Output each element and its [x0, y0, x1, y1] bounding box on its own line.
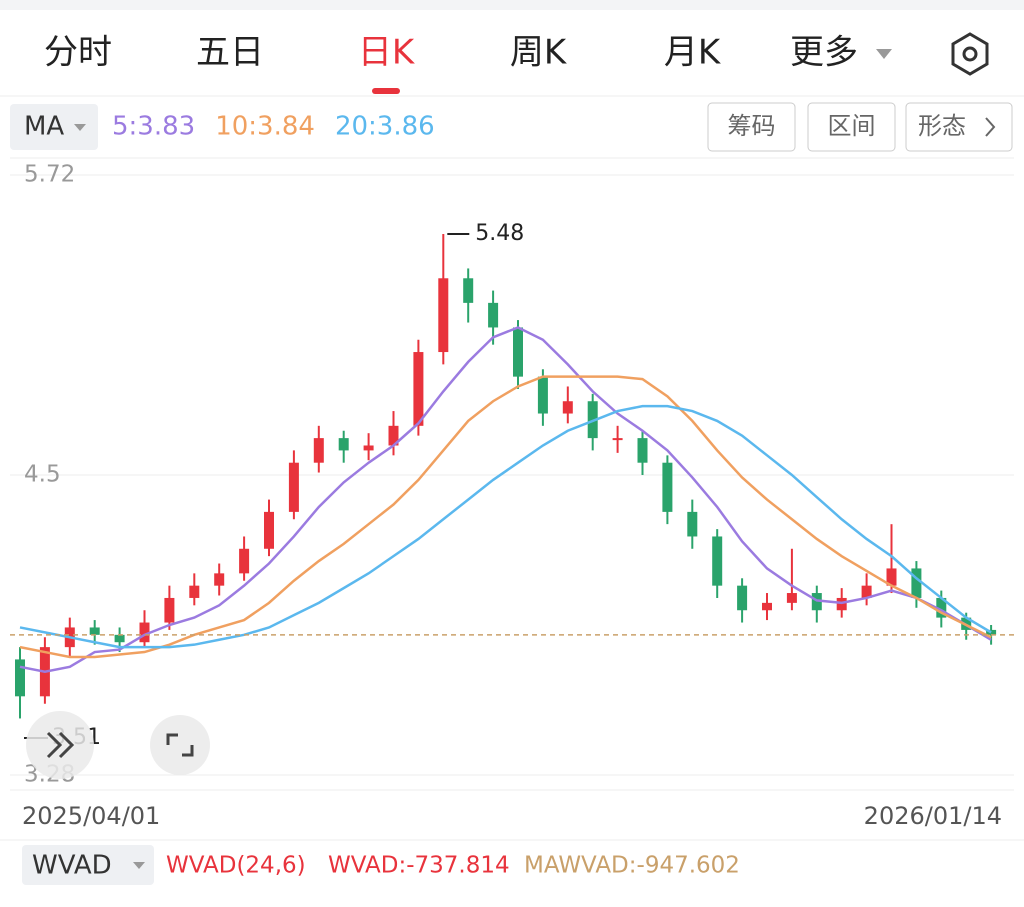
candle-body: [513, 327, 523, 377]
indicator-ma-value: MAWVAD:-947.602: [524, 853, 740, 879]
candle-body: [936, 597, 947, 618]
candle-body: [114, 634, 125, 643]
candle-body: [338, 438, 349, 451]
dropdown-arrow: [133, 862, 145, 869]
tab[interactable]: 日K: [358, 33, 416, 73]
candle-body: [288, 462, 299, 512]
candle-body: [712, 536, 723, 586]
candle-body: [861, 585, 872, 598]
candle-body: [413, 352, 424, 426]
x-label: 2025/04/01: [22, 802, 160, 830]
candle-body: [612, 438, 623, 441]
legend-entry: 5:3.83: [112, 112, 195, 142]
settings-icon[interactable]: [951, 32, 989, 76]
candle-body: [911, 568, 922, 598]
candle-body: [313, 438, 324, 463]
floating-buttons: [26, 711, 210, 779]
candle-body: [264, 511, 274, 549]
candle-body: [637, 438, 648, 463]
candle-body: [537, 376, 548, 414]
indicator-selector-label: WVAD: [32, 851, 112, 881]
indicator-params: WVAD(24,6): [166, 853, 306, 879]
ma-line: [19, 326, 992, 673]
candle-body: [438, 278, 449, 353]
candle-body: [886, 568, 897, 586]
tab[interactable]: 周K: [510, 33, 568, 73]
tool-button[interactable]: [807, 102, 896, 152]
tool-button[interactable]: [905, 102, 1013, 152]
ma-line: [19, 404, 992, 649]
candle-body: [463, 278, 474, 303]
candle-body: [189, 585, 200, 598]
dropdown-arrow: [876, 49, 892, 59]
tab[interactable]: 更多: [790, 33, 858, 73]
tab[interactable]: 分时: [44, 33, 112, 73]
candle-body: [762, 602, 772, 611]
candle-body: [89, 627, 100, 635]
legend-entry: 20:3.86: [335, 112, 435, 142]
candle-body: [363, 445, 374, 451]
indicator-selector[interactable]: [22, 845, 154, 885]
candle-body: [214, 573, 225, 586]
status-strip: [0, 0, 1024, 10]
chevron: [985, 117, 996, 137]
candle-body: [562, 401, 573, 414]
tool-button[interactable]: [707, 102, 796, 152]
y-tick-label: 5.72: [24, 162, 75, 188]
legend-entry: 10:3.84: [215, 112, 315, 142]
tab[interactable]: 五日: [196, 33, 264, 73]
y-tick-label: 4.5: [24, 462, 61, 488]
candle-body: [737, 585, 748, 611]
tool-button-label: 筹码: [728, 112, 776, 140]
tool-button-label: 区间: [828, 112, 876, 140]
candle-body: [139, 622, 150, 643]
ma-selector-label: MA: [24, 112, 64, 142]
ma-selector[interactable]: [10, 104, 98, 150]
tab[interactable]: 月K: [664, 33, 722, 73]
candle-body: [164, 597, 175, 623]
tool-button-label: 形态: [918, 112, 966, 140]
candle-body: [786, 593, 797, 603]
tab-underline: [372, 88, 400, 94]
candle-body: [239, 548, 250, 574]
dropdown-arrow: [74, 124, 86, 131]
ma-line: [19, 375, 992, 659]
high-label: 5.48: [475, 221, 524, 246]
expand-icon: [46, 731, 75, 759]
indicator-value: WVAD:-737.814: [328, 853, 510, 879]
fullscreen-icon: [166, 733, 194, 757]
fullscreen-button[interactable]: [150, 715, 210, 775]
x-label: 2026/01/14: [864, 802, 1002, 830]
candle-body: [388, 425, 399, 446]
candle-body: [15, 659, 25, 697]
candle-body: [687, 511, 698, 537]
candle-body: [662, 462, 673, 512]
candle-body: [488, 302, 499, 328]
